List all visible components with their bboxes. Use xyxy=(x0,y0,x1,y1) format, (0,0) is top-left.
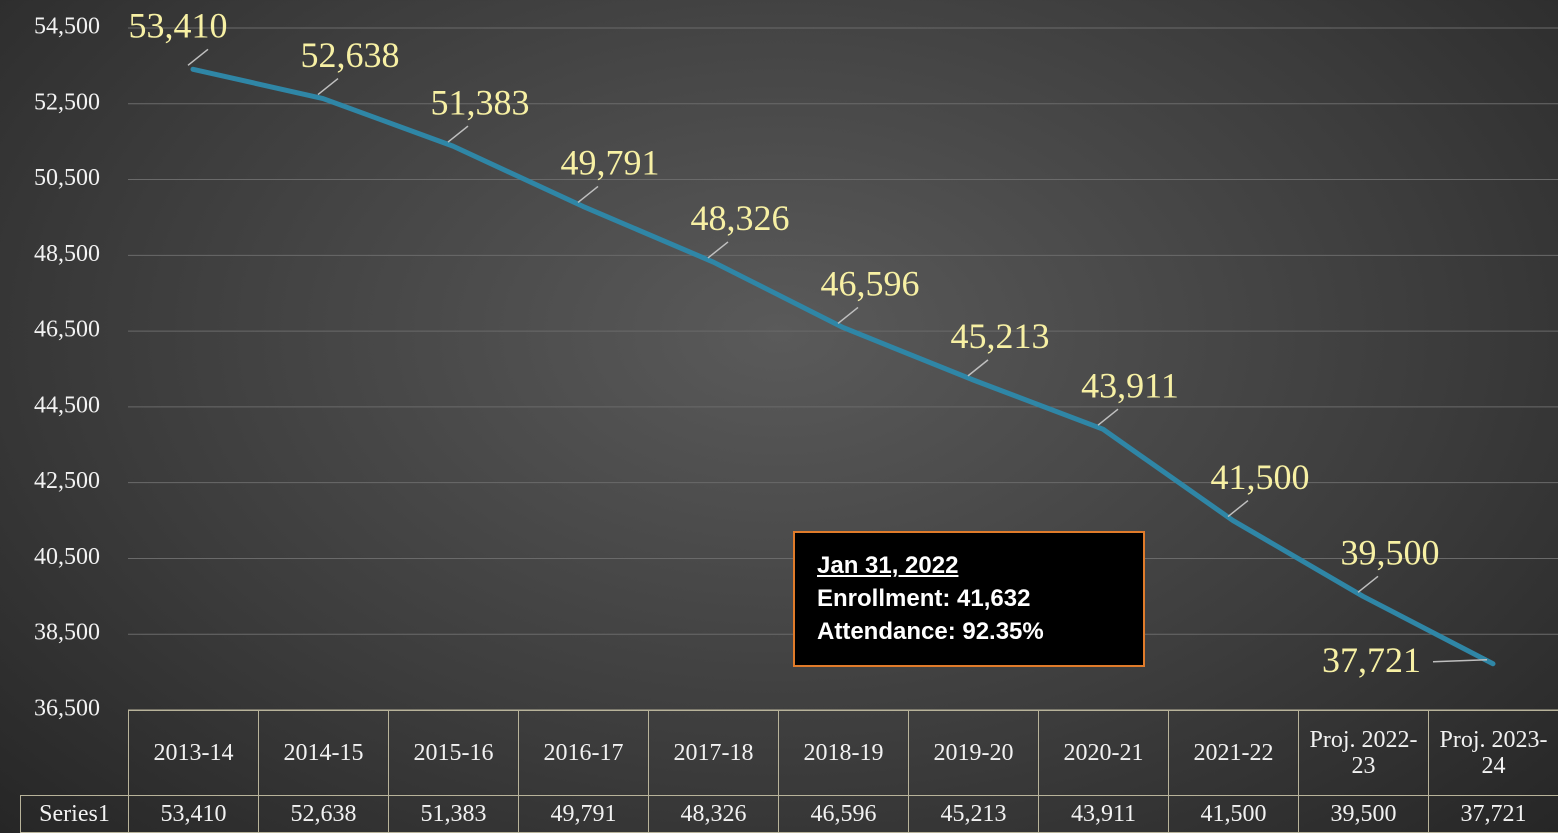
y-tick-label: 36,500 xyxy=(34,696,100,722)
leader-line xyxy=(187,48,209,66)
leader-line xyxy=(317,77,339,96)
table-header: 2019-20 xyxy=(908,710,1039,796)
y-tick-label: 52,500 xyxy=(34,89,100,115)
table-header: 2014-15 xyxy=(258,710,389,796)
data-label: 43,911 xyxy=(1081,365,1179,405)
table-header: 2016-17 xyxy=(518,710,649,796)
leader-line xyxy=(707,241,729,259)
leader-line xyxy=(577,185,599,204)
y-tick-label: 42,500 xyxy=(34,468,100,494)
y-tick-label: 48,500 xyxy=(34,241,100,267)
annotation-line: Attendance: 92.35% xyxy=(817,618,1044,645)
y-tick-label: 38,500 xyxy=(34,620,100,646)
table-header: 2015-16 xyxy=(388,710,519,796)
table-header: Proj. 2022-23 xyxy=(1298,710,1429,796)
data-label: 41,500 xyxy=(1211,457,1310,497)
table-header: Proj. 2023-24 xyxy=(1428,710,1558,796)
table-value: 49,791 xyxy=(518,795,649,833)
table-value: 37,721 xyxy=(1428,795,1558,833)
table-value: 45,213 xyxy=(908,795,1039,833)
data-label: 49,791 xyxy=(561,143,660,183)
data-label: 53,410 xyxy=(129,6,228,46)
data-label: 46,596 xyxy=(821,264,920,304)
annotation-line: Enrollment: 41,632 xyxy=(817,585,1031,612)
leader-line xyxy=(967,359,989,377)
leader-line xyxy=(447,125,469,143)
annotation-heading: Jan 31, 2022 xyxy=(817,552,959,579)
y-tick-label: 50,500 xyxy=(34,165,100,191)
leader-line xyxy=(1432,658,1488,663)
table-value: 48,326 xyxy=(648,795,779,833)
series-key: Series1 xyxy=(20,795,129,833)
data-label: 52,638 xyxy=(301,35,400,75)
line xyxy=(190,66,1496,667)
data-label: 37,721 xyxy=(1322,640,1421,680)
table-value: 43,911 xyxy=(1038,795,1169,833)
table-value: 51,383 xyxy=(388,795,519,833)
y-tick-label: 54,500 xyxy=(34,14,100,40)
data-label: 39,500 xyxy=(1341,533,1440,573)
y-tick-label: 46,500 xyxy=(34,317,100,343)
data-label: 51,383 xyxy=(431,82,530,122)
table-header: 2018-19 xyxy=(778,710,909,796)
leader-line xyxy=(1097,408,1119,426)
table-value: 53,410 xyxy=(128,795,259,833)
table-header: 2013-14 xyxy=(128,710,259,796)
table-header: 2017-18 xyxy=(648,710,779,796)
table-value: 52,638 xyxy=(258,795,389,833)
y-tick-label: 40,500 xyxy=(34,544,100,570)
table-value: 46,596 xyxy=(778,795,909,833)
leader-line xyxy=(1227,499,1249,518)
data-label: 45,213 xyxy=(951,316,1050,356)
annotation-box: Jan 31, 2022 Enrollment: 41,632 Attendan… xyxy=(793,531,1145,667)
table-header: 2020-21 xyxy=(1038,710,1169,796)
table-value: 39,500 xyxy=(1298,795,1429,833)
table-value: 41,500 xyxy=(1168,795,1299,833)
leader-line xyxy=(837,306,859,325)
table-header: 2021-22 xyxy=(1168,710,1299,796)
leader-line xyxy=(1357,575,1379,593)
y-tick-label: 44,500 xyxy=(34,392,100,418)
data-label: 48,326 xyxy=(691,198,790,238)
